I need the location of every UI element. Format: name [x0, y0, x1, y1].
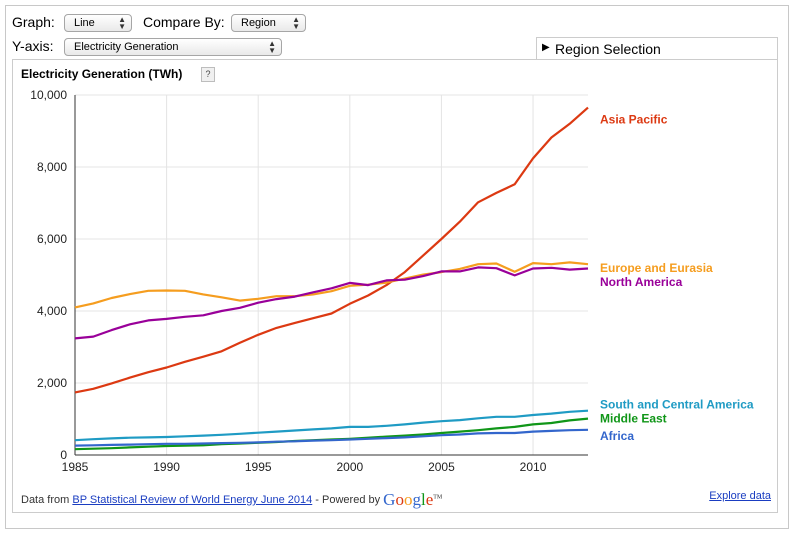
y-tick-label: 8,000: [37, 160, 67, 174]
legend-label-africa: Africa: [600, 429, 634, 443]
legend-label-south-and-central-america: South and Central America: [600, 398, 754, 412]
graph-type-select[interactable]: Line ▲ ▼: [64, 14, 132, 32]
y-tick-label: 0: [60, 448, 67, 462]
series-line-north-america: [74, 266, 589, 340]
x-tick-label: 1990: [153, 460, 180, 474]
yaxis-value: Electricity Generation: [74, 41, 179, 53]
compare-by-select[interactable]: Region ▲ ▼: [231, 14, 306, 32]
compare-by-label: Compare By:: [143, 14, 225, 30]
footer: Data from BP Statistical Review of World…: [21, 488, 443, 509]
legend-label-middle-east: Middle East: [600, 412, 667, 426]
yaxis-select[interactable]: Electricity Generation ▲ ▼: [64, 38, 282, 56]
series-line-africa: [74, 428, 589, 447]
chart-title: Electricity Generation (TWh): [21, 67, 183, 81]
series-line-europe-and-eurasia: [74, 261, 589, 309]
y-tick-label: 4,000: [37, 304, 67, 318]
legend-label-asia-pacific: Asia Pacific: [600, 113, 668, 127]
series-line-asia-pacific: [74, 106, 589, 394]
x-tick-label: 1995: [245, 460, 272, 474]
x-tick-label: 2005: [428, 460, 455, 474]
updown-arrows-icon: ▲ ▼: [292, 15, 300, 31]
help-button[interactable]: ?: [201, 67, 215, 82]
x-tick-label: 1985: [62, 460, 89, 474]
explore-data-link[interactable]: Explore data: [709, 490, 771, 502]
chart-panel: Electricity Generation (TWh) ? 0 2,000 4,0…: [12, 59, 778, 513]
y-tick-label: 10,000: [30, 88, 67, 102]
updown-arrows-icon: ▲ ▼: [268, 39, 276, 55]
graph-type-value: Line: [74, 17, 95, 29]
source-link[interactable]: BP Statistical Review of World Energy Ju…: [72, 494, 313, 506]
footer-prefix: Data from: [21, 494, 73, 506]
region-selection-toggle[interactable]: ▶ Region Selection: [536, 37, 778, 59]
line-chart: 0 2,000 4,000 6,000 8,000 10,000 1985 1990 1995 2…: [30, 88, 754, 474]
legend-label-europe-and-eurasia: Europe and Eurasia: [600, 261, 713, 275]
legend-label-north-america: North America: [600, 275, 683, 289]
triangle-right-icon: ▶: [542, 42, 550, 53]
powered-by-text: - Powered by: [312, 494, 384, 506]
y-tick-label: 2,000: [37, 376, 67, 390]
updown-arrows-icon: ▲ ▼: [118, 15, 126, 31]
series-line-south-and-central-america: [74, 409, 589, 442]
y-tick-label: 6,000: [37, 232, 67, 246]
yaxis-label: Y-axis:: [12, 38, 54, 54]
graph-label: Graph:: [12, 14, 55, 30]
region-selection-label: Region Selection: [555, 41, 661, 57]
x-tick-label: 2010: [520, 460, 547, 474]
google-logo: GoogleTM: [383, 490, 443, 509]
x-tick-label: 2000: [336, 460, 363, 474]
compare-by-value: Region: [241, 17, 276, 29]
